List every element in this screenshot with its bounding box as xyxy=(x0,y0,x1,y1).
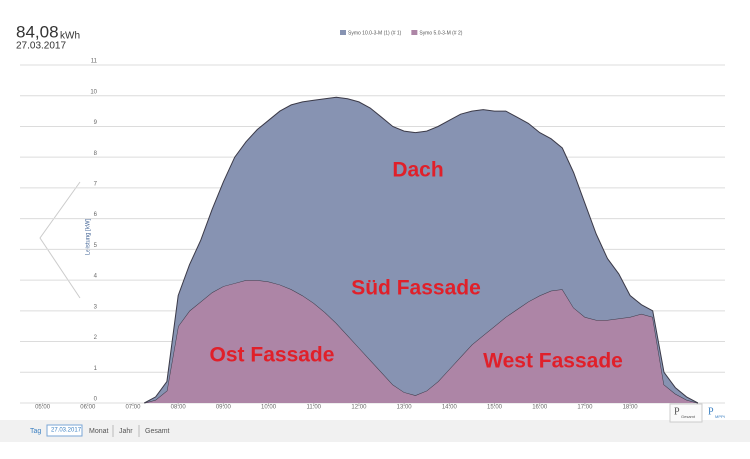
x-tick-label: 14:00 xyxy=(442,405,458,411)
prev-arrow[interactable] xyxy=(39,181,81,299)
button-symbol[interactable]: P xyxy=(708,406,714,417)
annotation: Ost Fassade xyxy=(210,344,335,367)
y-tick-label: 0 xyxy=(94,397,98,403)
y-tick-label: 8 xyxy=(94,151,98,157)
x-tick-label: 08:00 xyxy=(171,405,187,411)
nav-item[interactable]: 27.03.2017 xyxy=(51,428,82,434)
y-tick-label: 6 xyxy=(94,212,98,218)
button-total[interactable] xyxy=(669,403,703,423)
x-tick-label: 10:00 xyxy=(261,405,277,411)
button-symbol[interactable]: P xyxy=(674,406,680,417)
legend-swatch xyxy=(411,30,418,35)
legend-label: Symo 5.0-3-M (# 2) xyxy=(419,30,462,36)
nav-item[interactable]: Gesamt xyxy=(145,428,170,435)
x-tick-label: 13:00 xyxy=(397,405,413,411)
nav-bar xyxy=(0,420,750,442)
nav-item[interactable]: Monat xyxy=(89,428,109,435)
energy-unit: kWh xyxy=(60,31,80,42)
x-tick-label: 17:00 xyxy=(577,405,593,411)
annotation: West Fassade xyxy=(483,350,623,373)
y-tick-label: 10 xyxy=(90,89,97,95)
legend-swatch xyxy=(340,30,346,35)
x-tick-label: 09:00 xyxy=(216,405,232,411)
date: 27.03.2017 xyxy=(16,41,66,52)
x-tick-label: 12:00 xyxy=(351,405,367,411)
x-tick-label: 15:00 xyxy=(487,405,503,411)
x-tick-label: 06:00 xyxy=(80,405,96,411)
button-sub[interactable]: MPPt xyxy=(715,414,726,419)
x-tick-label: 18:00 xyxy=(623,405,639,411)
area-line xyxy=(144,96,699,404)
x-tick-label: 16:00 xyxy=(532,405,548,411)
annotation: Süd Fassade xyxy=(351,277,481,300)
button-sub[interactable]: Gesamt xyxy=(681,414,696,419)
nav-item[interactable]: Tag xyxy=(30,428,41,435)
annotation: Dach xyxy=(392,159,443,182)
y-tick-label: 2 xyxy=(94,335,98,341)
nav-item[interactable]: Jahr xyxy=(119,428,133,435)
legend-label: Symo 10.0-3-M (1) (# 1) xyxy=(348,30,402,36)
x-tick-label: 11:00 xyxy=(306,405,321,411)
y-axis-label: Leistung [kW] xyxy=(86,218,92,255)
area xyxy=(144,97,698,404)
area xyxy=(144,280,698,403)
y-tick-label: 1 xyxy=(94,366,98,372)
x-tick-label: 05:00 xyxy=(35,405,51,411)
y-tick-label: 11 xyxy=(91,59,98,65)
energy-value: 84,08 xyxy=(16,22,59,41)
y-tick-label: 5 xyxy=(94,243,98,249)
plot: 0 1 2 3 4 5 6 7 8 9 10 11 05:00 06:00 07:00 08:00 09:00 1… xyxy=(20,59,725,411)
date-box[interactable] xyxy=(46,424,83,437)
y-tick-label: 9 xyxy=(94,120,98,126)
y-tick-label: 3 xyxy=(94,304,98,310)
y-tick-label: 7 xyxy=(94,181,98,187)
y-tick-label: 4 xyxy=(94,274,98,280)
x-tick-label: 07:00 xyxy=(125,405,141,411)
